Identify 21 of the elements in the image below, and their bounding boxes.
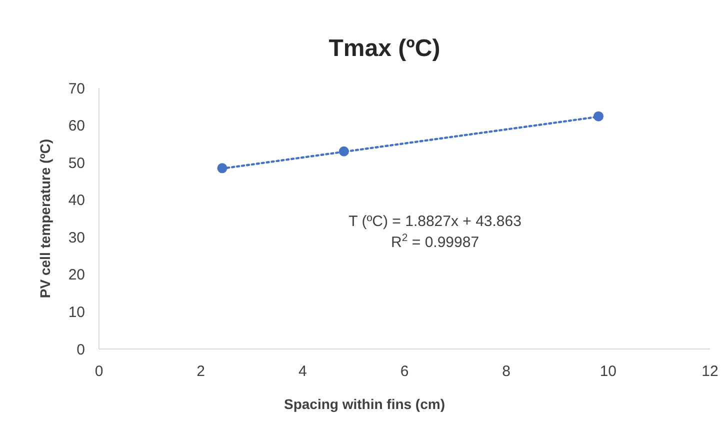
x-tick-label: 6 bbox=[400, 363, 409, 380]
x-tick-label: 0 bbox=[94, 363, 104, 380]
x-axis-title: Spacing within fins (cm) bbox=[284, 396, 446, 412]
annotation: R$^{2}$ = 0.99987 bbox=[391, 232, 480, 251]
x-tick-label: 8 bbox=[502, 363, 511, 380]
x-tick-label: 2 bbox=[196, 363, 206, 380]
x-tick-label: 12 bbox=[702, 363, 718, 380]
y-tick-label: 50 bbox=[68, 154, 85, 172]
annotation: T (ºC) = 1.8827x + 43.863 bbox=[348, 212, 522, 230]
y-tick-label: 0 bbox=[76, 341, 85, 358]
y-tick-label: 60 bbox=[68, 118, 85, 135]
y-axis-title: PV cell temperature (ºC) bbox=[37, 138, 53, 298]
x-tick-label: 4 bbox=[298, 363, 307, 380]
y-tick-label: 40 bbox=[68, 192, 85, 210]
y-tick-label: 30 bbox=[68, 229, 85, 246]
chart-title: Tmax (ºC) bbox=[328, 35, 440, 62]
y-tick-label: 70 bbox=[68, 80, 85, 98]
y-tick-label: 20 bbox=[68, 266, 85, 284]
x-tick-label: 10 bbox=[600, 363, 617, 380]
point bbox=[593, 111, 604, 122]
y-tick-label: 10 bbox=[68, 304, 85, 321]
